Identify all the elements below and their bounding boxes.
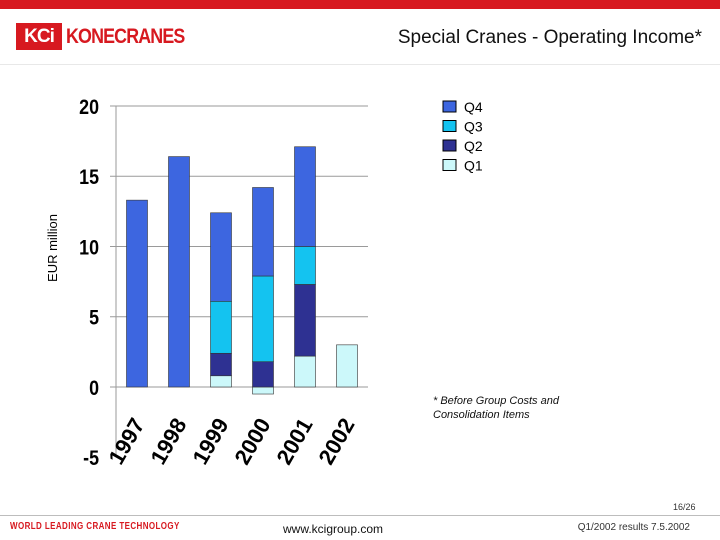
bar-1999-q1 xyxy=(210,375,232,388)
bar-2000-q3 xyxy=(252,275,274,363)
bar-1999-q3 xyxy=(210,300,232,354)
footer-url[interactable]: www.kcigroup.com xyxy=(283,522,384,536)
bar-2001-q4 xyxy=(294,146,316,247)
bar-1997-q4 xyxy=(126,199,148,388)
logo-mark: KCi xyxy=(16,23,62,50)
legend-label-q2: Q2 xyxy=(464,138,483,154)
bar-2000-q2 xyxy=(252,361,274,388)
legend-label-q4: Q4 xyxy=(464,99,483,115)
legend-swatch-q3 xyxy=(442,120,457,132)
x-tick-label-1998: 1998 xyxy=(145,414,191,469)
legend-label-q3: Q3 xyxy=(464,119,483,135)
footnote: * Before Group Costs and Consolidation I… xyxy=(433,395,559,421)
bar-2001-q2 xyxy=(294,284,316,357)
bar-2001-q1 xyxy=(294,355,316,388)
y-axis-title: EUR million xyxy=(45,214,60,282)
y-tick-label: 0 xyxy=(89,377,99,401)
page-number: 16/26 xyxy=(673,502,696,512)
legend-label-q1: Q1 xyxy=(464,158,483,174)
bar-2002-q1 xyxy=(336,344,358,388)
legend-swatch-q1 xyxy=(442,159,457,171)
brand-name: KONECRANES xyxy=(66,24,185,48)
header-divider xyxy=(0,64,720,65)
legend-swatch-q4 xyxy=(442,100,457,113)
x-tick-label-2001: 2001 xyxy=(271,414,317,469)
legend-swatch-q2 xyxy=(442,139,457,152)
slide-title: Special Cranes - Operating Income* xyxy=(397,27,702,48)
y-tick-label: 15 xyxy=(79,166,99,190)
x-tick-label-2002: 2002 xyxy=(313,414,359,469)
footer-divider xyxy=(0,515,720,516)
footer-date: Q1/2002 results 7.5.2002 xyxy=(577,522,690,533)
bar-1999-q2 xyxy=(210,352,232,377)
company-logo: KCi KONECRANES xyxy=(16,23,205,50)
y-tick-label: 5 xyxy=(89,306,99,330)
bar-1999-q4 xyxy=(210,212,232,302)
x-tick-label-2000: 2000 xyxy=(229,414,275,469)
x-tick-label-1999: 1999 xyxy=(187,414,233,469)
y-tick-label: 10 xyxy=(79,236,99,260)
y-tick-label: 20 xyxy=(79,96,99,120)
x-tick-label-1997: 1997 xyxy=(103,414,149,469)
bar-2001-q3 xyxy=(294,246,316,285)
bar-1998-q4 xyxy=(168,156,190,388)
bar-2000-q4 xyxy=(252,187,274,277)
footer-tagline: WORLD LEADING CRANE TECHNOLOGY xyxy=(10,521,180,532)
y-tick-label: -5 xyxy=(83,447,99,471)
top-accent-bar xyxy=(0,0,720,9)
bar-2000-q1 xyxy=(252,386,274,395)
